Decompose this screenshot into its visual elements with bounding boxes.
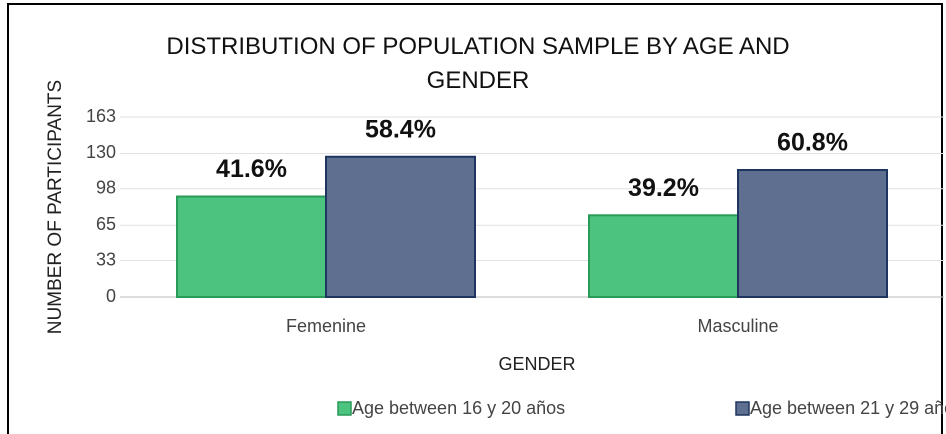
data-label: 60.8% [777, 129, 848, 157]
y-tick-label: 65 [96, 214, 116, 234]
data-label: 41.6% [216, 155, 287, 183]
x-tick-label: Masculine [697, 316, 778, 336]
bar [176, 195, 327, 298]
y-axis-title: NUMBER OF PARTICIPANTS [45, 80, 66, 334]
x-tick-label: Femenine [286, 316, 366, 336]
chart-title: DISTRIBUTION OF POPULATION SAMPLE BY AGE… [166, 33, 790, 94]
data-label: 58.4% [365, 115, 436, 143]
y-tick-label: 163 [86, 106, 116, 126]
legend-label: Age between 16 y 20 años [352, 398, 565, 418]
x-axis-title: GENDER [498, 354, 575, 374]
bar [588, 214, 739, 298]
bar [325, 155, 476, 298]
frame [7, 3, 943, 434]
legend-label: Age between 21 y 29 años [750, 398, 946, 418]
legend-swatch [735, 401, 750, 416]
bar [737, 169, 888, 298]
y-tick-label: 0 [106, 286, 116, 306]
y-tick-label: 98 [96, 178, 116, 198]
y-tick-label: 130 [86, 142, 116, 162]
y-tick-label: 33 [96, 249, 116, 269]
legend-swatch [337, 401, 352, 416]
data-label: 39.2% [628, 174, 699, 202]
